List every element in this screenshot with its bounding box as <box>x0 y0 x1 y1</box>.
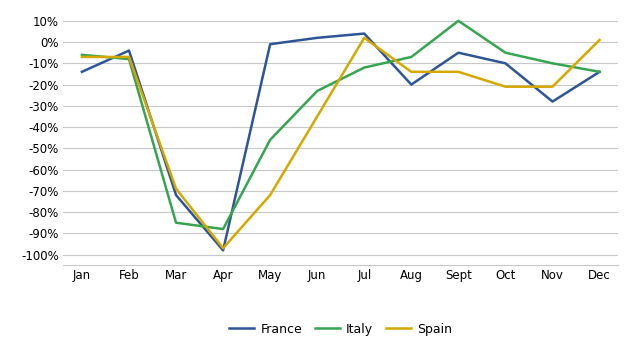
Italy <box>408 55 415 59</box>
France <box>78 70 86 74</box>
Line: Italy: Italy <box>82 21 599 229</box>
France <box>172 193 180 197</box>
Spain <box>314 114 321 119</box>
Italy <box>266 138 274 142</box>
France <box>266 42 274 46</box>
France <box>220 248 227 252</box>
France <box>125 49 133 53</box>
Spain <box>454 70 462 74</box>
France <box>408 83 415 87</box>
Italy <box>172 221 180 225</box>
Spain <box>360 36 368 40</box>
France <box>360 32 368 36</box>
France <box>454 51 462 55</box>
Line: France: France <box>82 34 599 250</box>
Italy <box>454 19 462 23</box>
France <box>502 61 509 65</box>
Spain <box>596 38 603 42</box>
Spain <box>125 55 133 59</box>
Spain <box>172 187 180 191</box>
Italy <box>549 61 557 65</box>
Spain <box>266 193 274 197</box>
France <box>314 36 321 40</box>
Italy <box>78 53 86 57</box>
Spain <box>408 70 415 74</box>
Italy <box>220 227 227 231</box>
Italy <box>360 66 368 70</box>
France <box>596 70 603 74</box>
Italy <box>314 89 321 93</box>
Spain <box>220 246 227 250</box>
Italy <box>125 57 133 61</box>
Line: Spain: Spain <box>82 38 599 248</box>
Spain <box>78 55 86 59</box>
Legend: France, Italy, Spain: France, Italy, Spain <box>225 318 457 340</box>
Spain <box>502 85 509 89</box>
France <box>549 100 557 104</box>
Italy <box>596 70 603 74</box>
Spain <box>549 85 557 89</box>
Italy <box>502 51 509 55</box>
